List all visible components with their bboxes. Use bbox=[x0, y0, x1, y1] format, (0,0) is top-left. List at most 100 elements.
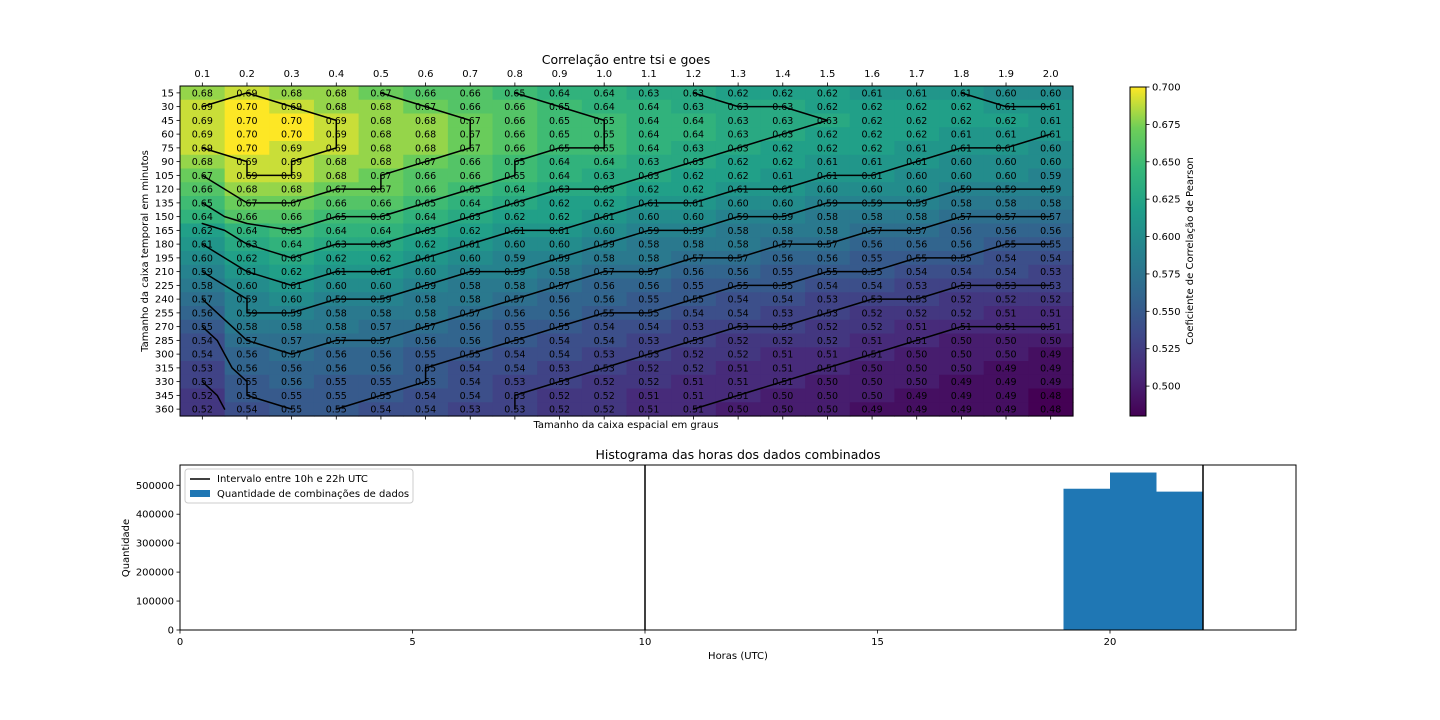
heatmap-cell bbox=[983, 154, 1029, 170]
heatmap-cell-label: 0.57 bbox=[1040, 212, 1061, 223]
heatmap-cell-label: 0.67 bbox=[370, 88, 391, 99]
heatmap-cell bbox=[626, 182, 672, 197]
heatmap-cell bbox=[581, 154, 628, 170]
heatmap-y-tick-label: 15 bbox=[161, 88, 174, 99]
heatmap-cell-label: 0.59 bbox=[236, 308, 257, 319]
heatmap-cell-label: 0.65 bbox=[504, 171, 525, 182]
heatmap-cell bbox=[805, 141, 851, 156]
heatmap-cell-label: 0.50 bbox=[906, 377, 927, 388]
heatmap-cell bbox=[447, 99, 494, 115]
heatmap-cell bbox=[849, 402, 895, 417]
heatmap-cell bbox=[447, 388, 494, 403]
heatmap-cell bbox=[224, 127, 270, 142]
heatmap-cell-label: 0.56 bbox=[326, 350, 347, 361]
heatmap-cell-label: 0.62 bbox=[192, 226, 213, 237]
heatmap-cell bbox=[983, 223, 1029, 238]
heatmap-cell-label: 0.63 bbox=[728, 143, 749, 154]
heatmap-cell bbox=[671, 168, 717, 183]
histogram-x-tick-label: 0 bbox=[177, 637, 183, 648]
histogram-x-axis-label: Horas (UTC) bbox=[708, 651, 768, 662]
heatmap-cell-label: 0.69 bbox=[281, 102, 302, 113]
heatmap-cell-label: 0.67 bbox=[236, 198, 257, 209]
heatmap-cell-label: 0.55 bbox=[772, 281, 793, 292]
heatmap-cell-label: 0.67 bbox=[281, 198, 302, 209]
heatmap-cell-label: 0.59 bbox=[415, 281, 436, 292]
contour-line bbox=[201, 92, 471, 204]
heatmap-cell bbox=[1028, 168, 1074, 183]
heatmap-cell-label: 0.50 bbox=[906, 363, 927, 374]
heatmap-cell bbox=[537, 154, 583, 170]
heatmap-cell bbox=[805, 347, 851, 362]
histogram-interval-lines bbox=[644, 465, 1204, 630]
heatmap-cell-label: 0.64 bbox=[415, 212, 436, 223]
heatmap-cell-label: 0.50 bbox=[772, 405, 793, 416]
heatmap-cell bbox=[537, 361, 583, 376]
heatmap-cell-label: 0.55 bbox=[728, 281, 749, 292]
heatmap-cell-label: 0.57 bbox=[326, 336, 347, 347]
heatmap-cell-label: 0.64 bbox=[192, 212, 213, 223]
heatmap-cell bbox=[403, 168, 449, 183]
heatmap-cell-label: 0.68 bbox=[370, 143, 391, 154]
heatmap-cell-label: 0.58 bbox=[728, 240, 749, 251]
heatmap-cell-label: 0.57 bbox=[995, 212, 1016, 223]
heatmap-cell bbox=[849, 209, 895, 225]
heatmap-cell-label: 0.58 bbox=[906, 212, 927, 223]
heatmap-cell-label: 0.54 bbox=[460, 391, 481, 402]
histogram-x-ticks: 0 5 10 15 20 bbox=[177, 630, 1116, 648]
heatmap-cell-label: 0.61 bbox=[995, 143, 1016, 154]
heatmap-cell bbox=[983, 402, 1029, 417]
heatmap-cell bbox=[224, 223, 270, 238]
heatmap-cell-label: 0.58 bbox=[683, 240, 704, 251]
heatmap-cell bbox=[715, 264, 762, 280]
heatmap-cell-label: 0.61 bbox=[995, 102, 1016, 113]
heatmap-cell bbox=[939, 361, 985, 376]
heatmap-cell-label: 0.61 bbox=[638, 198, 659, 209]
heatmap-cell-label: 0.52 bbox=[549, 405, 570, 416]
heatmap-cell-label: 0.57 bbox=[817, 240, 838, 251]
heatmap-cell-label: 0.60 bbox=[1040, 88, 1061, 99]
histogram-bar bbox=[1063, 488, 1110, 630]
heatmap-cell-label: 0.50 bbox=[817, 405, 838, 416]
heatmap-cell bbox=[849, 278, 895, 293]
heatmap-cell-label: 0.66 bbox=[460, 171, 481, 182]
heatmap-cell-label: 0.55 bbox=[326, 391, 347, 402]
heatmap-frame bbox=[179, 85, 1074, 417]
heatmap-cell-label: 0.55 bbox=[326, 405, 347, 416]
histogram-bar bbox=[1110, 472, 1157, 630]
heatmap-cell bbox=[269, 374, 315, 390]
heatmap-cell bbox=[447, 333, 494, 348]
heatmap-cell-label: 0.50 bbox=[951, 363, 972, 374]
heatmap-cell bbox=[224, 99, 270, 115]
heatmap-cell bbox=[626, 319, 672, 335]
heatmap-cell-label: 0.69 bbox=[326, 116, 347, 127]
heatmap-cell-label: 0.58 bbox=[460, 295, 481, 306]
heatmap-cell bbox=[581, 374, 628, 390]
heatmap-cell bbox=[671, 319, 717, 335]
heatmap-cell bbox=[269, 182, 315, 197]
heatmap-cell bbox=[358, 251, 404, 266]
heatmap-cell-label: 0.62 bbox=[951, 116, 972, 127]
heatmap-cell-label: 0.55 bbox=[1040, 240, 1061, 251]
heatmap-cell bbox=[626, 333, 672, 348]
colorbar-ticks: 0.500 0.525 0.550 0.575 0.600 0.625 0.650 0.675… bbox=[1146, 83, 1181, 393]
heatmap-cell-label: 0.56 bbox=[460, 336, 481, 347]
heatmap-cell-label: 0.55 bbox=[504, 322, 525, 333]
heatmap-cell bbox=[983, 113, 1029, 128]
heatmap-cell bbox=[1028, 86, 1074, 101]
heatmap-cell-label: 0.60 bbox=[1040, 143, 1061, 154]
heatmap-cell-label: 0.63 bbox=[504, 198, 525, 209]
heatmap-cell-label: 0.56 bbox=[1040, 226, 1061, 237]
heatmap-cell-label: 0.58 bbox=[638, 253, 659, 264]
heatmap-cell-label: 0.63 bbox=[281, 253, 302, 264]
heatmap-cell-label: 0.54 bbox=[504, 350, 525, 361]
heatmap-cell bbox=[849, 182, 895, 197]
heatmap-cell bbox=[537, 264, 583, 280]
heatmap-cell-label: 0.60 bbox=[683, 212, 704, 223]
heatmap-cell bbox=[983, 347, 1029, 362]
heatmap-cell-label: 0.55 bbox=[281, 405, 302, 416]
heatmap-cell-label: 0.54 bbox=[415, 391, 436, 402]
heatmap-cell bbox=[581, 99, 628, 115]
heatmap-cell-label: 0.56 bbox=[415, 336, 436, 347]
heatmap-cell-label: 0.62 bbox=[817, 88, 838, 99]
